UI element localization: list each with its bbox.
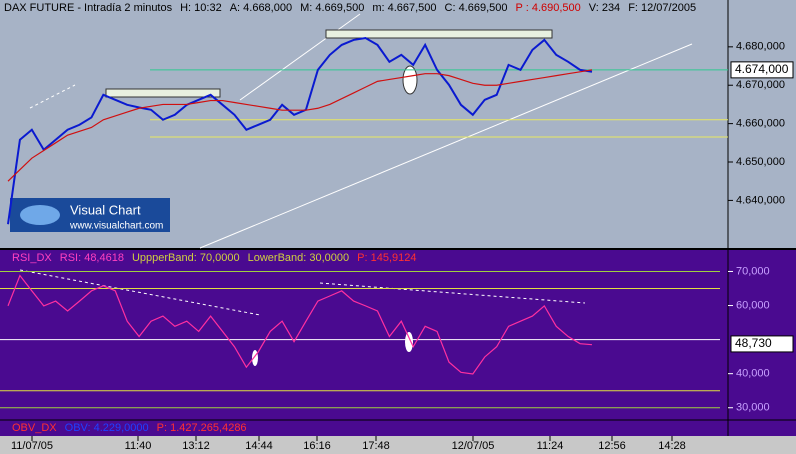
obv-legend-item: P: 1.427.265,4286 [157, 422, 247, 434]
marker-ellipse [402, 65, 418, 95]
marker-ellipse [405, 332, 413, 352]
trend-line [239, 13, 361, 101]
y-tick-label: 70,000 [736, 265, 770, 277]
header-item: H: 10:32 [180, 2, 222, 14]
y-tick-label: 4.660,000 [736, 118, 785, 130]
rsi-legend: RSI_DX RSI: 48,4618 UppperBand: 70,0000 Low… [12, 252, 417, 264]
obv-legend-item: OBV: 4.229,0000 [65, 422, 149, 434]
y-tick-label: 40,000 [736, 368, 770, 380]
header-item: V: 234 [589, 2, 620, 14]
header-item: M: 4.669,500 [300, 2, 364, 14]
y-tick-label: 4.640,000 [736, 194, 785, 206]
trend-line [19, 269, 261, 316]
logo: Visual Chart www.visualchart.com [10, 198, 170, 232]
x-tick-label: 16:16 [303, 440, 331, 452]
y-tick-label: 4.650,000 [736, 156, 785, 168]
x-tick-label: 12/07/05 [452, 440, 495, 452]
x-tick-label: 13:12 [182, 440, 210, 452]
rsi-legend-item: UppperBand: 70,0000 [132, 252, 240, 264]
obv-legend-item: OBV_DX [12, 422, 57, 434]
x-tick-label: 14:44 [245, 440, 273, 452]
header-bar [0, 0, 796, 16]
last-value-box [730, 335, 794, 353]
last-value-label: 48,730 [735, 336, 772, 350]
x-tick-label: 12:56 [598, 440, 626, 452]
logo-url: www.visualchart.com [69, 221, 163, 232]
y-tick-label: 30,000 [736, 402, 770, 414]
header: DAX FUTURE - Intradía 2 minutos H: 10:32 A… [4, 2, 696, 14]
rsi-legend-item: RSI_DX [12, 252, 52, 264]
last-value-box [730, 61, 794, 79]
last-value-label: 4.674,000 [735, 62, 789, 76]
range-box [325, 29, 553, 39]
obv-legend: OBV_DX OBV: 4.229,0000 P: 1.427.265,4286 [12, 422, 247, 434]
rsi-legend-item: LowerBand: 30,0000 [248, 252, 350, 264]
y-tick-label: 4.680,000 [736, 41, 785, 53]
header-item: A: 4.668,000 [230, 2, 292, 14]
trend-line [319, 282, 586, 304]
header-item: C: 4.669,500 [445, 2, 508, 14]
x-tick-label: 14:28 [658, 440, 686, 452]
time-axis-bar [0, 436, 796, 454]
series-line [7, 69, 593, 182]
obv-panel [0, 420, 796, 436]
trend-line [199, 43, 693, 249]
rsi-legend-item: P: 145,9124 [357, 252, 416, 264]
y-tick-label: 4.670,000 [736, 79, 785, 91]
trend-line [29, 84, 76, 109]
rsi-panel [0, 250, 796, 420]
header-item: P : 4.690,500 [516, 2, 581, 14]
rsi-legend-item: RSI: 48,4618 [60, 252, 124, 264]
x-tick-label: 11/07/05 [11, 440, 53, 452]
series-line [7, 36, 593, 225]
y-tick-label: 60,000 [736, 299, 770, 311]
x-tick-label: 17:48 [362, 440, 390, 452]
header-item: F: 12/07/2005 [628, 2, 696, 14]
logo-icon [20, 205, 60, 225]
header-item: m: 4.667,500 [372, 2, 436, 14]
series-line [7, 274, 593, 375]
x-tick-label: 11:40 [125, 440, 152, 452]
range-box [105, 88, 221, 98]
header-item: DAX FUTURE - Intradía 2 minutos [4, 2, 173, 14]
logo-title: Visual Chart [70, 202, 141, 217]
x-tick-label: 11:24 [537, 440, 564, 452]
